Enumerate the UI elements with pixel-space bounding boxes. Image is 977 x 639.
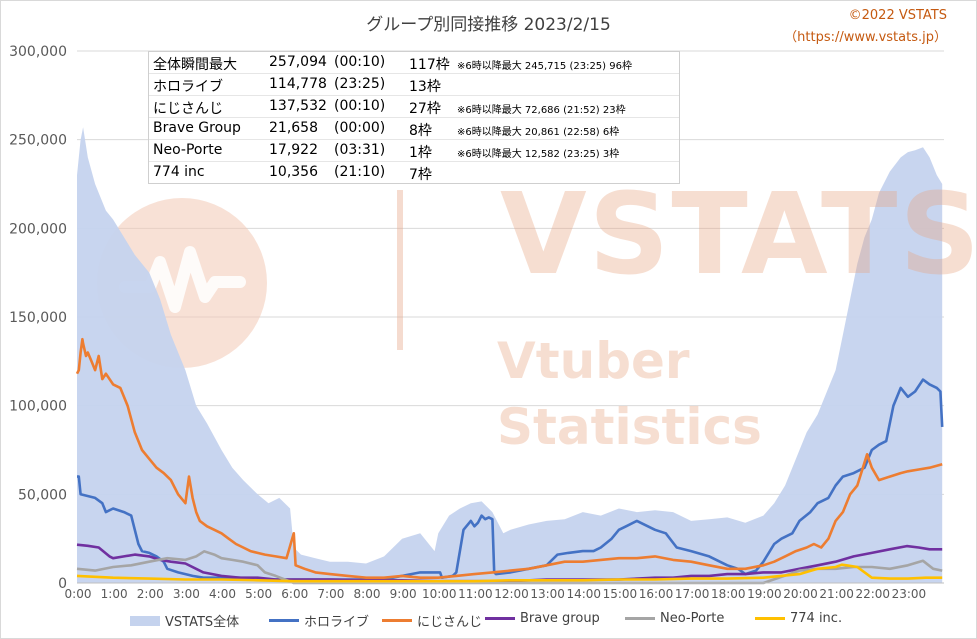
- stats-row-count: 117枠: [409, 57, 450, 73]
- stats-row-name: 全体瞬間最大: [153, 57, 237, 73]
- stats-row-time: (03:31): [334, 142, 386, 158]
- stats-row-value: 137,532: [269, 98, 327, 114]
- stats-row-value: 17,922: [269, 142, 318, 158]
- series-line: [76, 563, 943, 583]
- stats-row: 774 inc 10,356 (21:10) 7枠: [149, 162, 679, 183]
- x-tick-label: 2:00: [137, 587, 164, 601]
- legend-item[interactable]: Neo-Porte: [625, 611, 724, 626]
- stats-row-name: にじさんじ: [153, 101, 223, 117]
- x-tick-label: 9:00: [390, 587, 417, 601]
- legend-item[interactable]: ホロライブ: [269, 611, 369, 630]
- stats-row-value: 257,094: [269, 54, 327, 70]
- x-tick-label: 12:00: [494, 587, 529, 601]
- legend-item[interactable]: にじさんじ: [382, 611, 482, 630]
- legend-swatch: [130, 615, 160, 626]
- stats-row-name: 774 inc: [153, 164, 205, 180]
- x-tick-label: 22:00: [855, 587, 890, 601]
- stats-row-note: ※6時以降最大 20,861 (22:58) 6枠: [457, 127, 620, 138]
- x-tick-label: 5:00: [245, 587, 272, 601]
- stats-row: ホロライブ 114,778 (23:25) 13枠: [149, 74, 679, 96]
- stats-row-value: 21,658: [269, 120, 318, 136]
- stats-row-value: 114,778: [269, 76, 327, 92]
- x-tick-label: 17:00: [675, 587, 710, 601]
- legend-swatch: [382, 619, 412, 622]
- y-tick-label: 100,000: [9, 399, 67, 415]
- x-tick-label: 14:00: [566, 587, 601, 601]
- y-tick-label: 150,000: [9, 310, 67, 326]
- watermark-sub1: Vtuber: [497, 332, 690, 390]
- stats-row-note: ※6時以降最大 12,582 (23:25) 3枠: [457, 149, 620, 160]
- watermark-brand: VSTATS: [500, 170, 977, 300]
- y-tick-label: 50,000: [18, 487, 67, 503]
- stats-row: Neo-Porte 17,922 (03:31) 1枠 ※6時以降最大 12,5…: [149, 140, 679, 162]
- credit-copyright: ©2022 VSTATS: [848, 8, 947, 23]
- y-tick-label: 250,000: [9, 133, 67, 149]
- x-tick-label: 13:00: [530, 587, 565, 601]
- x-tick-label: 11:00: [458, 587, 493, 601]
- x-tick-label: 10:00: [422, 587, 457, 601]
- x-tick-label: 0:00: [65, 587, 92, 601]
- x-tick-label: 3:00: [173, 587, 200, 601]
- stats-row: にじさんじ 137,532 (00:10) 27枠 ※6時以降最大 72,686…: [149, 96, 679, 118]
- legend-item[interactable]: Brave group: [485, 611, 600, 626]
- legend-label: Neo-Porte: [660, 611, 725, 626]
- legend-swatch: [625, 617, 655, 620]
- stats-row-time: (00:00): [334, 120, 386, 136]
- legend-label: ホロライブ: [304, 615, 370, 630]
- x-tick-label: 20:00: [783, 587, 818, 601]
- x-tick-label: 6:00: [281, 587, 308, 601]
- legend-swatch: [269, 619, 299, 622]
- stats-row-time: (00:10): [334, 54, 386, 70]
- x-tick-label: 7:00: [317, 587, 344, 601]
- legend-item[interactable]: VSTATS全体: [130, 611, 239, 630]
- chart-title: グループ別同接推移 2023/2/15: [366, 15, 611, 35]
- stats-row: Brave Group 21,658 (00:00) 8枠 ※6時以降最大 20…: [149, 118, 679, 140]
- stats-row-note: ※6時以降最大 72,686 (21:52) 23枠: [457, 105, 626, 116]
- x-tick-label: 1:00: [101, 587, 128, 601]
- legend-item[interactable]: 774 inc.: [755, 611, 842, 626]
- series-line: [75, 337, 943, 579]
- x-tick-label: 4:00: [209, 587, 236, 601]
- y-tick-label: 0: [58, 576, 67, 592]
- stats-row-name: ホロライブ: [153, 79, 223, 95]
- x-tick-label: 21:00: [819, 587, 854, 601]
- stats-row-count: 7枠: [409, 167, 432, 183]
- stats-table: 全体瞬間最大 257,094 (00:10) 117枠 ※6時以降最大 245,…: [148, 51, 680, 184]
- credit-url: （https://www.vstats.jp）: [784, 30, 947, 45]
- y-tick-label: 200,000: [9, 221, 67, 237]
- stats-row-count: 8枠: [409, 123, 432, 139]
- legend-swatch: [755, 617, 785, 620]
- legend-label: VSTATS全体: [165, 615, 240, 630]
- watermark-sub2: Statistics: [497, 398, 762, 456]
- stats-row-count: 1枠: [409, 145, 432, 161]
- legend-label: Brave group: [520, 611, 600, 626]
- legend-label: 774 inc.: [790, 611, 843, 626]
- stats-row-time: (23:25): [334, 76, 386, 92]
- x-tick-label: 8:00: [354, 587, 381, 601]
- stats-row: 全体瞬間最大 257,094 (00:10) 117枠 ※6時以降最大 245,…: [149, 52, 679, 74]
- y-tick-label: 300,000: [9, 44, 67, 60]
- x-tick-label: 23:00: [892, 587, 927, 601]
- x-tick-label: 19:00: [747, 587, 782, 601]
- stats-row-time: (00:10): [334, 98, 386, 114]
- stats-row-value: 10,356: [269, 164, 318, 180]
- stats-row-time: (21:10): [334, 164, 386, 180]
- x-tick-label: 15:00: [603, 587, 638, 601]
- chart-legend: VSTATS全体 ホロライブ にじさんじ Brave group Neo-Por…: [0, 611, 977, 631]
- legend-swatch: [485, 617, 515, 620]
- series-area: [77, 127, 943, 584]
- stats-row-count: 13枠: [409, 79, 441, 95]
- x-tick-label: 16:00: [639, 587, 674, 601]
- stats-row-name: Neo-Porte: [153, 142, 223, 158]
- stats-row-note: ※6時以降最大 245,715 (23:25) 96枠: [457, 61, 632, 72]
- stats-row-count: 27枠: [409, 101, 441, 117]
- legend-label: にじさんじ: [417, 615, 483, 630]
- stats-row-name: Brave Group: [153, 120, 241, 136]
- x-tick-label: 18:00: [711, 587, 746, 601]
